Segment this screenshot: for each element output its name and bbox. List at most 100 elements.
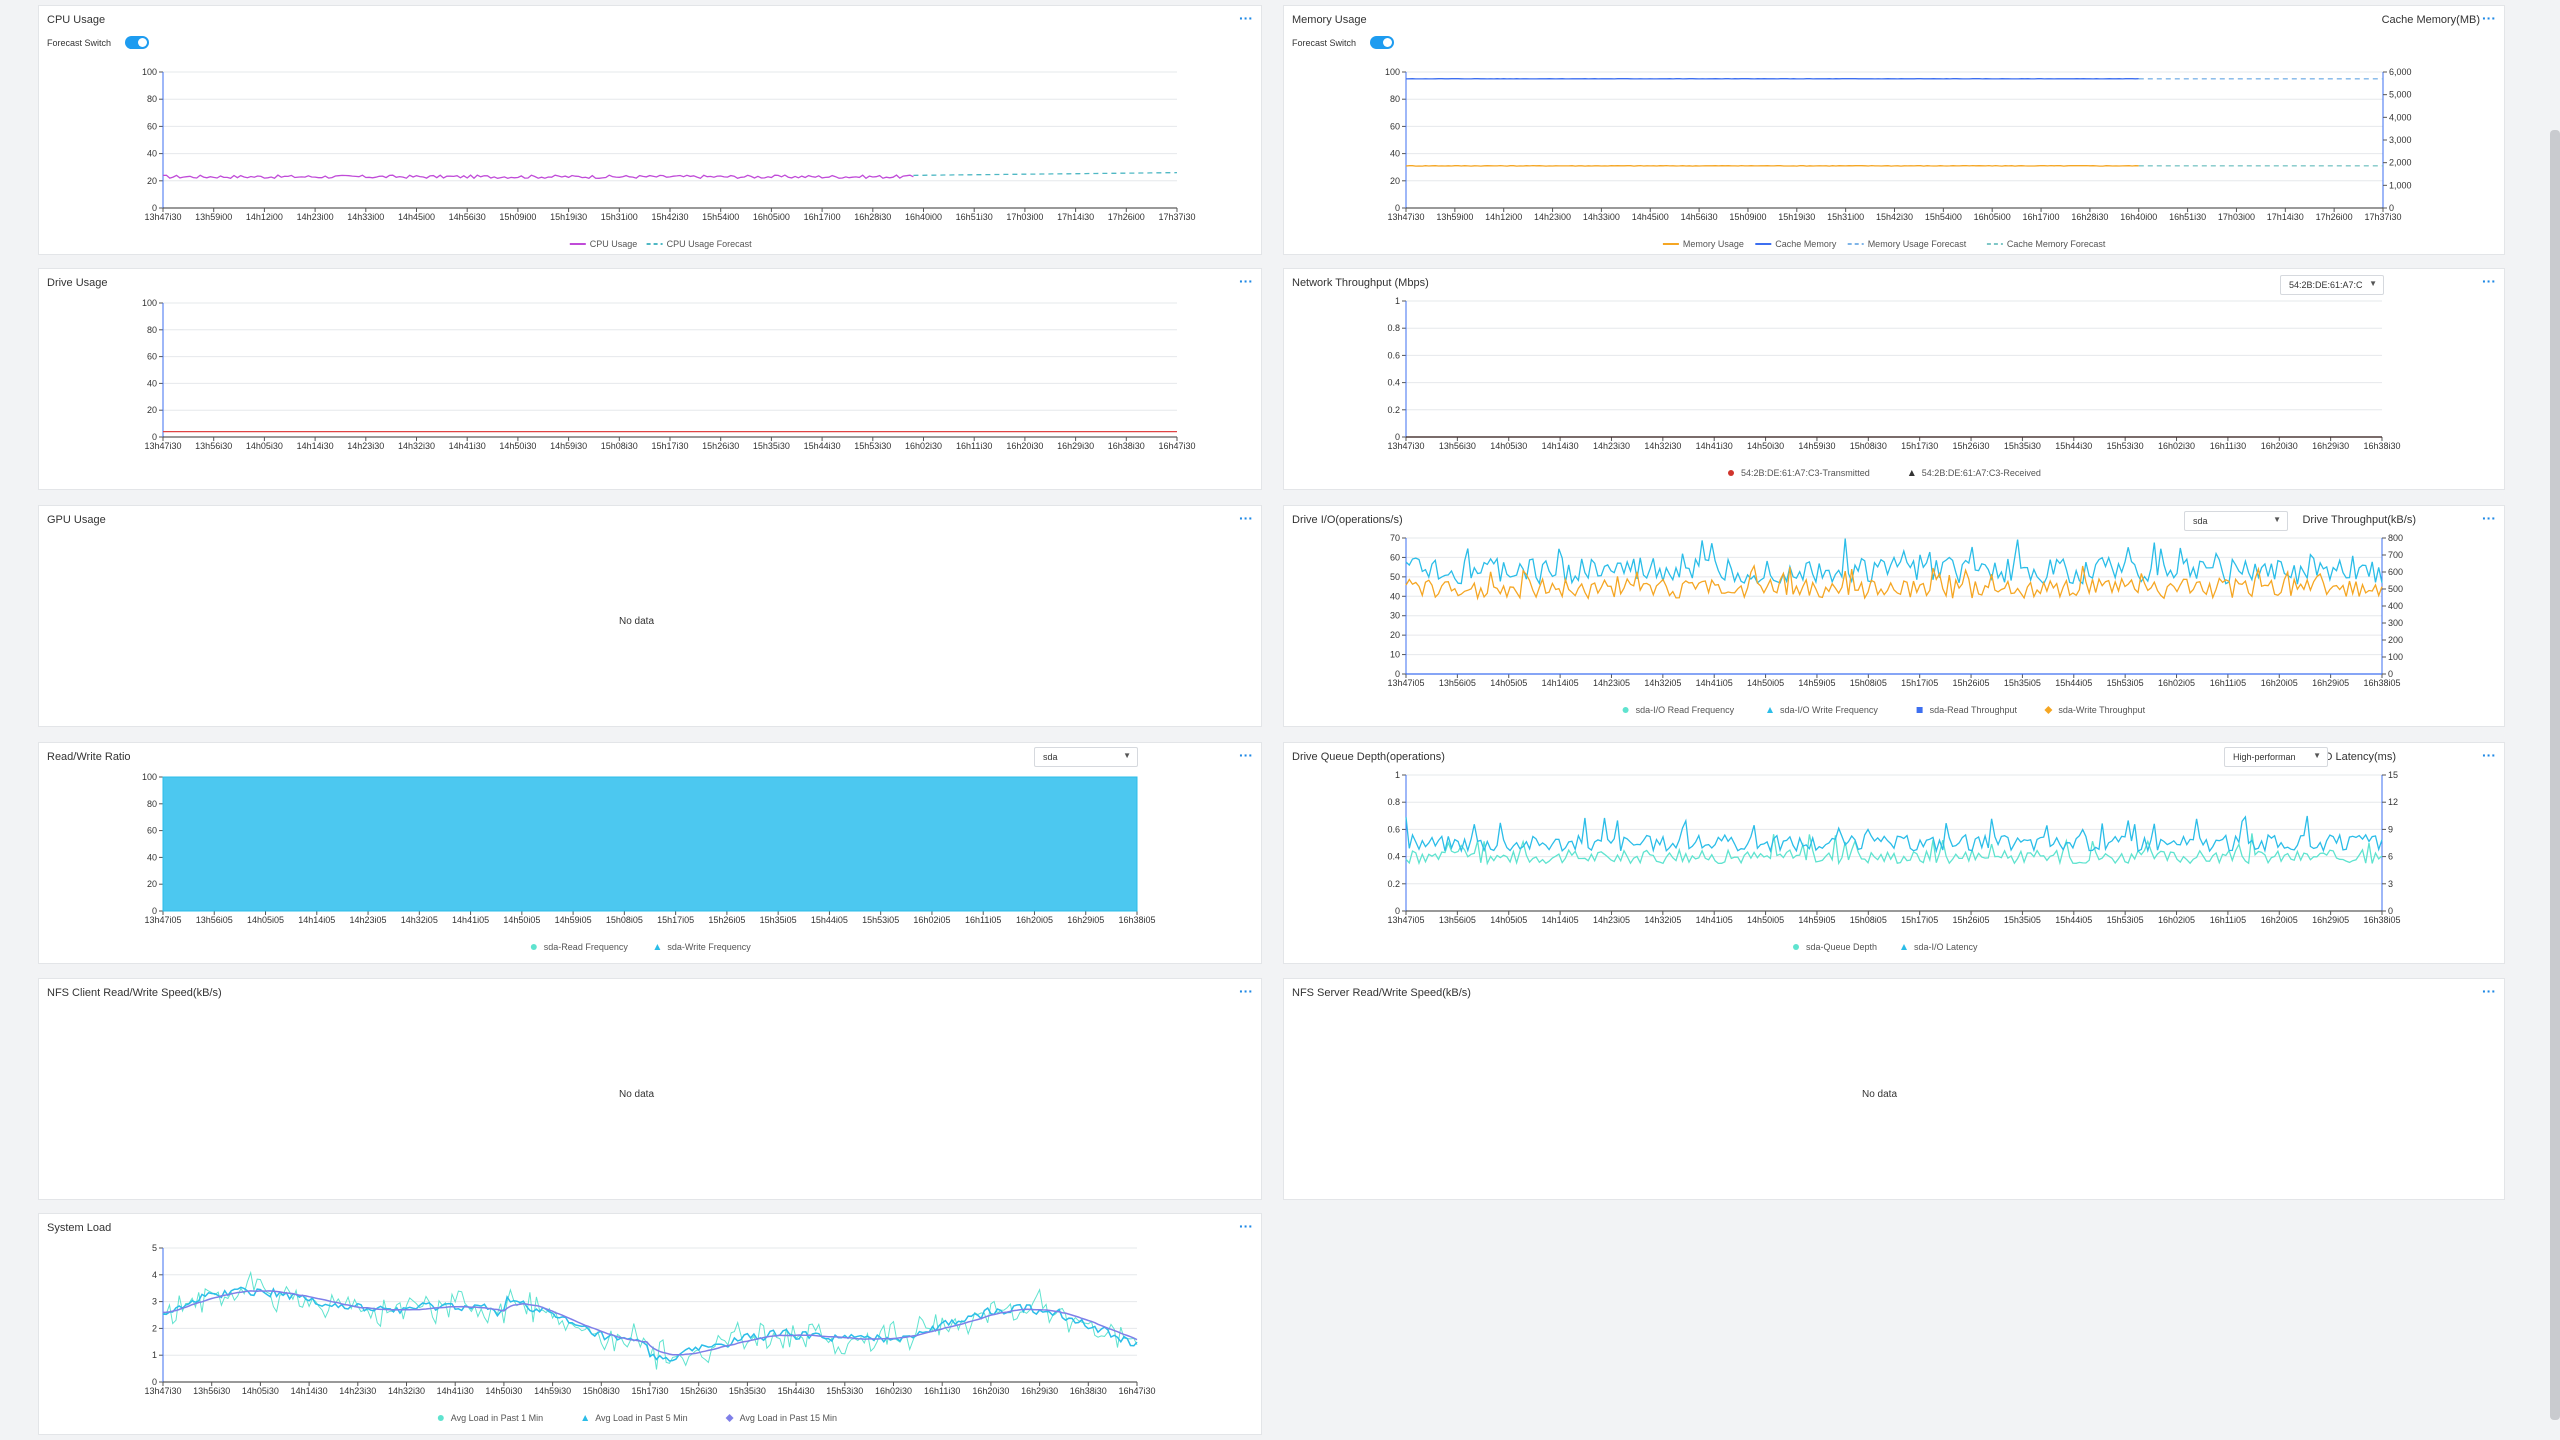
- x-tick-label: 16h11i05: [965, 915, 1001, 925]
- forecast-switch[interactable]: Forecast Switch: [1292, 36, 1395, 49]
- legend-label: CPU Usage: [590, 239, 638, 249]
- legend-label: sda-Read Frequency: [544, 942, 629, 952]
- x-tick-label: 16h05i00: [1974, 212, 2011, 222]
- legend-label: Avg Load in Past 1 Min: [451, 1413, 543, 1423]
- x-tick-label: 16h17i00: [804, 212, 841, 222]
- more-options-icon[interactable]: ···: [2482, 983, 2496, 999]
- x-tick-label: 14h50i05: [503, 915, 540, 925]
- x-tick-label: 14h14i05: [1542, 915, 1579, 925]
- legend-marker: [1908, 470, 1915, 476]
- drive-select[interactable]: sda ▼: [1034, 747, 1138, 767]
- y-tick-label: 0: [1395, 203, 1400, 213]
- drive-select[interactable]: sda ▼: [2184, 511, 2288, 531]
- more-options-icon[interactable]: ···: [2482, 510, 2496, 526]
- more-options-icon[interactable]: ···: [1239, 510, 1253, 526]
- x-tick-label: 14h59i05: [555, 915, 592, 925]
- legend-label: CPU Usage Forecast: [667, 239, 753, 249]
- x-tick-label: 13h59i00: [195, 212, 232, 222]
- read-write-ratio-chart: 0 20 40 60 80 100 13h47i05 13h56i05 14h05i05 14h1…: [142, 772, 1156, 952]
- toggle-icon[interactable]: [125, 36, 150, 49]
- no-data-message: No data: [619, 616, 655, 627]
- toggle-icon[interactable]: [1370, 36, 1395, 49]
- y-tick-label: 0: [152, 906, 157, 916]
- more-options-icon[interactable]: ···: [1239, 10, 1253, 26]
- x-tick-label: 14h23i05: [350, 915, 387, 925]
- panel-title: Memory Usage: [1292, 14, 1367, 26]
- drive-queue-depth-chart: 0 0.2 0.4 0.6 0.8 1 0 3 6 9 12 15 13h47i05 13h56i05 14…: [1387, 770, 2400, 952]
- page-scrollbar[interactable]: [2550, 130, 2560, 1420]
- y-tick-label: 10: [1390, 650, 1400, 660]
- more-options-icon[interactable]: ···: [1239, 983, 1253, 999]
- y2-tick-label: 600: [2388, 567, 2403, 577]
- x-tick-label: 14h05i30: [242, 1386, 279, 1396]
- y-tick-label: 20: [147, 405, 157, 415]
- more-options-icon[interactable]: ···: [2482, 273, 2496, 289]
- x-tick-label: 14h59i30: [550, 441, 587, 451]
- x-tick-label: 14h23i05: [1593, 915, 1630, 925]
- x-tick-label: 13h56i05: [196, 915, 233, 925]
- more-options-icon[interactable]: ···: [2482, 747, 2496, 763]
- forecast-switch[interactable]: Forecast Switch: [47, 36, 150, 49]
- legend-label: sda-I/O Latency: [1914, 942, 1978, 952]
- y2-tick-label: 9: [2388, 824, 2393, 834]
- x-tick-label: 14h41i30: [1696, 441, 1733, 451]
- io-latency-axis-title: I/O Latency(ms): [2317, 751, 2396, 763]
- y2-tick-label: 5,000: [2389, 90, 2412, 100]
- x-tick-label: 17h14i30: [1057, 212, 1094, 222]
- y-tick-label: 4: [152, 1270, 157, 1280]
- y-tick-label: 60: [147, 121, 157, 131]
- cache-memory-axis-title: Cache Memory(MB): [2381, 14, 2480, 26]
- x-tick-label: 14h59i05: [1798, 678, 1835, 688]
- y2-tick-label: 0: [2388, 669, 2393, 679]
- x-tick-label: 13h56i30: [193, 1386, 230, 1396]
- series-area: [162, 776, 1138, 912]
- x-tick-label: 15h08i30: [583, 1386, 620, 1396]
- x-tick-label: 15h31i00: [601, 212, 638, 222]
- x-tick-label: 14h41i05: [452, 915, 489, 925]
- panel-title: System Load: [47, 1222, 112, 1234]
- y-tick-label: 0.8: [1387, 797, 1400, 807]
- y-tick-label: 0.8: [1387, 323, 1400, 333]
- legend-marker: [725, 1414, 734, 1422]
- x-tick-label: 16h02i05: [2158, 678, 2195, 688]
- more-options-icon[interactable]: ···: [1239, 273, 1253, 289]
- x-tick-label: 13h56i30: [195, 441, 232, 451]
- y-tick-label: 0: [1395, 906, 1400, 916]
- panel-title: Drive Queue Depth(operations): [1292, 751, 1445, 763]
- x-tick-label: 16h29i30: [1057, 441, 1094, 451]
- x-tick-label: 15h26i30: [1953, 441, 1990, 451]
- more-options-icon[interactable]: ···: [2482, 10, 2496, 26]
- x-tick-label: 14h23i00: [1534, 212, 1571, 222]
- x-tick-label: 15h17i05: [1901, 678, 1938, 688]
- more-options-icon[interactable]: ···: [1239, 1218, 1253, 1234]
- y2-tick-label: 4,000: [2389, 112, 2412, 122]
- y2-tick-label: 0: [2389, 203, 2394, 213]
- legend-marker: [1793, 944, 1799, 950]
- y-tick-label: 70: [1390, 533, 1400, 543]
- x-tick-label: 15h53i30: [826, 1386, 863, 1396]
- legend-label: Avg Load in Past 5 Min: [595, 1413, 687, 1423]
- more-options-icon[interactable]: ···: [1239, 747, 1253, 763]
- x-tick-label: 13h56i05: [1439, 915, 1476, 925]
- legend-label: sda-Write Frequency: [667, 942, 751, 952]
- x-tick-label: 15h26i05: [708, 915, 745, 925]
- drive-type-select[interactable]: High-performan ▼: [2224, 747, 2328, 767]
- x-tick-label: 15h44i30: [778, 1386, 815, 1396]
- y-tick-label: 100: [142, 67, 157, 77]
- y2-tick-label: 200: [2388, 635, 2403, 645]
- y-tick-label: 80: [147, 799, 157, 809]
- y-tick-label: 100: [1385, 67, 1400, 77]
- y-tick-label: 40: [1390, 149, 1400, 159]
- chevron-down-icon: ▼: [2313, 751, 2321, 760]
- panel-title: NFS Server Read/Write Speed(kB/s): [1292, 987, 1471, 999]
- network-throughput-chart: 0 0.2 0.4 0.6 0.8 1 13h47i30 13h56i30 14h05i30 14…: [1387, 296, 2400, 478]
- series-line: [913, 171, 1178, 177]
- system-load-chart: 0 1 2 3 4 5 13h47i30 13h56i30 14h05i30 14h14i30 14…: [144, 1243, 1155, 1423]
- x-tick-label: 15h44i05: [2055, 915, 2092, 925]
- legend-marker: [654, 944, 661, 950]
- nic-select[interactable]: 54:2B:DE:61:A7:C ▼: [2280, 275, 2384, 295]
- forecast-switch-label: Forecast Switch: [47, 37, 112, 48]
- x-tick-label: 16h11i30: [924, 1386, 960, 1396]
- cpu-usage-panel: CPU Usage ··· Forecast Switch 0 20 40 60 80 1…: [38, 5, 1262, 255]
- legend-label: Cache Memory Forecast: [2007, 239, 2106, 249]
